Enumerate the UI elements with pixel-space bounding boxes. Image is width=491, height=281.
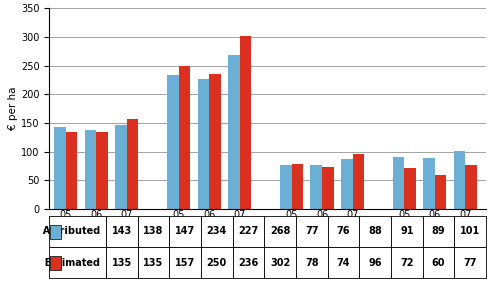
Bar	[127, 119, 138, 209]
Bar	[66, 132, 78, 209]
Bar	[85, 130, 96, 209]
Text: CRPROT: CRPROT	[299, 239, 346, 250]
Bar	[115, 125, 127, 209]
Bar	[465, 165, 477, 209]
Y-axis label: € per ha: € per ha	[8, 87, 18, 130]
Bar	[292, 164, 303, 209]
Bar	[353, 154, 364, 209]
Bar	[167, 75, 179, 209]
Bar	[55, 127, 66, 209]
Bar	[197, 79, 209, 209]
Bar	[435, 175, 446, 209]
Bar	[405, 168, 416, 209]
Bar	[341, 158, 353, 209]
Bar	[179, 66, 191, 209]
Bar	[228, 55, 240, 209]
Text: CONWOR: CONWOR	[408, 239, 462, 250]
FancyBboxPatch shape	[50, 256, 61, 270]
Text: SEED: SEED	[81, 239, 111, 250]
Bar	[96, 132, 108, 209]
Bar	[393, 157, 405, 209]
Bar	[310, 166, 322, 209]
Bar	[423, 158, 435, 209]
Bar	[280, 165, 292, 209]
FancyBboxPatch shape	[50, 225, 61, 239]
Bar	[209, 74, 221, 209]
Text: FERTIL: FERTIL	[190, 239, 229, 250]
Bar	[240, 36, 251, 209]
Bar	[454, 151, 465, 209]
Bar	[322, 167, 333, 209]
